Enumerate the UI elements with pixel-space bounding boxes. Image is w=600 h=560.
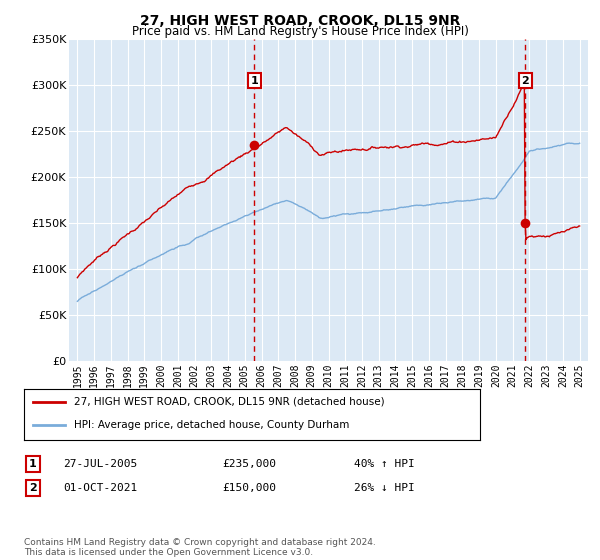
Text: Contains HM Land Registry data © Crown copyright and database right 2024.
This d: Contains HM Land Registry data © Crown c…: [24, 538, 376, 557]
Text: 26% ↓ HPI: 26% ↓ HPI: [354, 483, 415, 493]
Text: 1: 1: [29, 459, 37, 469]
Text: 01-OCT-2021: 01-OCT-2021: [63, 483, 137, 493]
Text: HPI: Average price, detached house, County Durham: HPI: Average price, detached house, Coun…: [74, 421, 350, 431]
Text: Price paid vs. HM Land Registry's House Price Index (HPI): Price paid vs. HM Land Registry's House …: [131, 25, 469, 38]
Text: 1: 1: [250, 76, 258, 86]
Text: 40% ↑ HPI: 40% ↑ HPI: [354, 459, 415, 469]
Text: 27-JUL-2005: 27-JUL-2005: [63, 459, 137, 469]
Text: £150,000: £150,000: [222, 483, 276, 493]
Text: 2: 2: [521, 76, 529, 86]
Text: 2: 2: [29, 483, 37, 493]
Text: 27, HIGH WEST ROAD, CROOK, DL15 9NR (detached house): 27, HIGH WEST ROAD, CROOK, DL15 9NR (det…: [74, 397, 385, 407]
Text: £235,000: £235,000: [222, 459, 276, 469]
Text: 27, HIGH WEST ROAD, CROOK, DL15 9NR: 27, HIGH WEST ROAD, CROOK, DL15 9NR: [140, 14, 460, 28]
